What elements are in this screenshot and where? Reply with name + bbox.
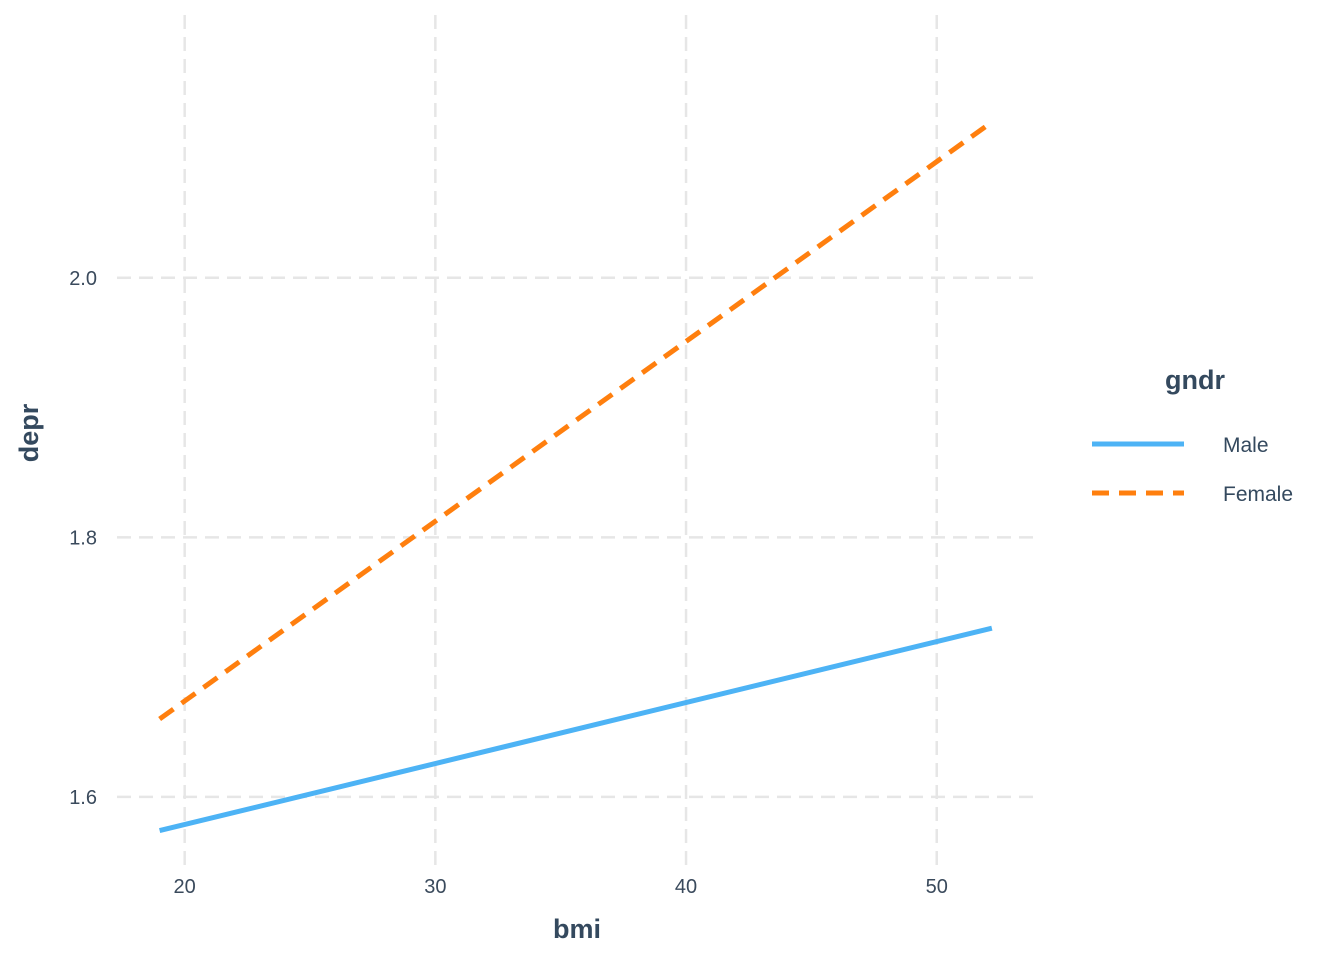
y-tick-label: 1.6 (69, 787, 97, 809)
x-tick-label: 30 (424, 876, 446, 898)
y-tick-label: 1.8 (69, 527, 97, 549)
x-axis-title: bmi (553, 914, 601, 944)
x-tick-label: 20 (174, 876, 196, 898)
series-line-male (159, 625, 993, 834)
series-line-female (158, 120, 994, 722)
x-tick-label: 50 (926, 876, 948, 898)
y-axis-ticks: 1.6 1.8 2.0 (69, 268, 97, 809)
grid-lines (117, 15, 1037, 865)
y-axis-title: depr (14, 403, 44, 462)
y-tick-label: 2.0 (69, 268, 97, 290)
legend-title: gndr (1165, 365, 1225, 395)
legend: gndr Male Female (1092, 365, 1293, 506)
legend-items: Male Female (1092, 434, 1293, 506)
x-tick-label: 40 (675, 876, 697, 898)
legend-label-female: Female (1223, 483, 1293, 506)
legend-label-male: Male (1223, 434, 1269, 457)
series-lines (158, 120, 994, 834)
x-axis-ticks: 20 30 40 50 (174, 876, 948, 898)
